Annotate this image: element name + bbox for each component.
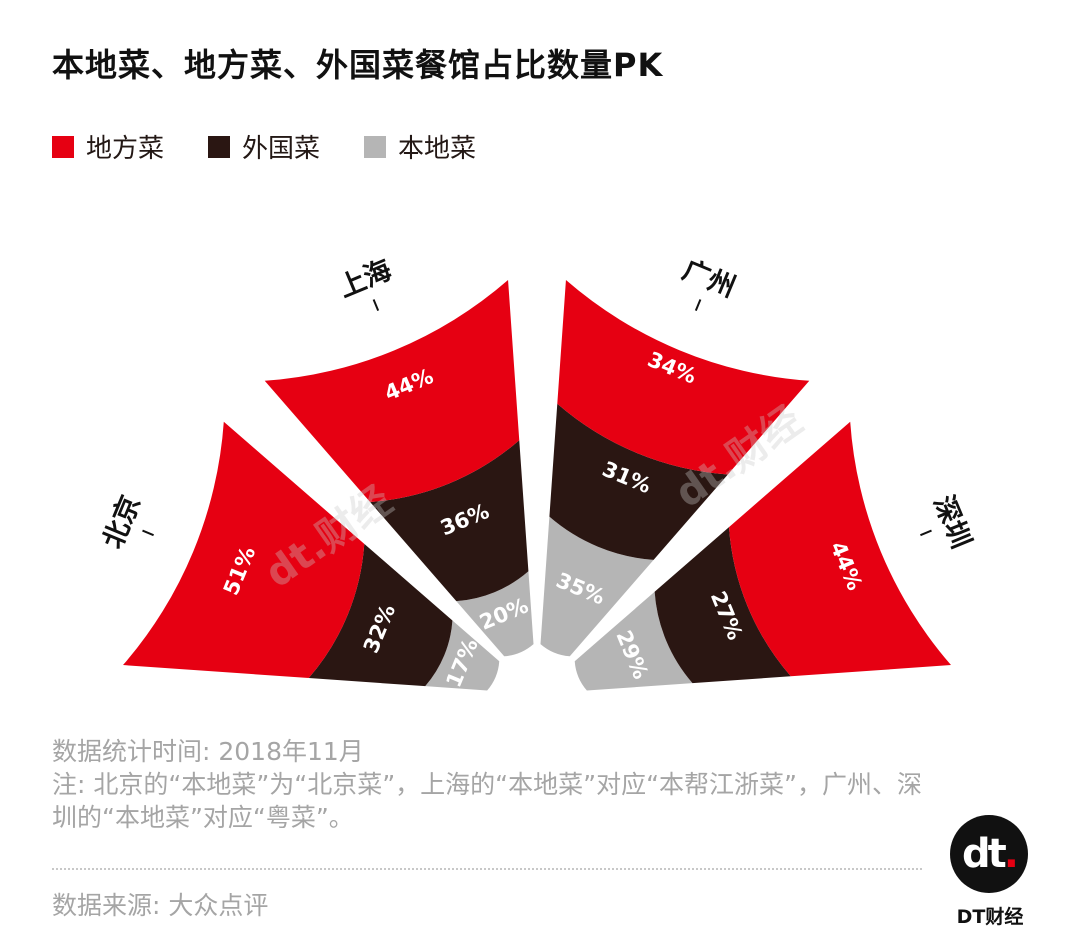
legend-label-regional: 地方菜 [86,134,165,164]
bar-segment [654,527,791,684]
category-tick [372,299,380,311]
bar-segment [425,620,500,691]
bar-segment [123,421,365,679]
category-label: 北京 [97,491,147,553]
data-time-note: 数据统计时间: 2018年11月 [52,737,364,766]
bar-segment [557,280,810,475]
dt-logo-icon: dt. [950,815,1028,893]
footnote: 注: 北京的“本地菜”为“北京菜”，上海的“本地菜”对应“本帮江浙菜”，广州、深… [52,770,922,832]
legend-item-foreign: 外国菜 [208,128,320,165]
divider [52,868,922,870]
legend-swatch-foreign [208,135,231,158]
legend-swatch-regional [52,135,74,158]
category-tick [142,529,154,537]
category-label: 深圳 [927,491,976,553]
logo-text: DT财经 [956,906,1024,928]
bar-segment [370,440,529,602]
bar-segment [549,403,728,560]
bar-segment [264,280,520,503]
legend-label-local: 本地菜 [398,134,477,164]
chart-title: 本地菜、地方菜、外国菜餐馆占比数量PK [52,46,664,84]
category-tick [694,299,702,311]
notes: 数据统计时间: 2018年11月 注: 北京的“本地菜”为“北京菜”，上海的“本… [52,735,932,834]
data-source: 数据来源: 大众点评 [52,891,269,920]
legend-label-foreign: 外国菜 [242,134,321,164]
legend-swatch-local [364,135,387,158]
category-label: 广州 [678,255,740,304]
legend: 地方菜 外国菜 本地菜 [52,128,520,165]
bar-segment [574,591,693,691]
bar-segment [540,516,654,657]
legend-item-local: 本地菜 [364,128,476,165]
logo-dot: . [1003,831,1019,877]
legend-item-regional: 地方菜 [52,128,164,165]
logo-mark: dt [962,831,1007,877]
category-label: 上海 [334,255,396,304]
bar-segment [308,543,453,687]
bar-segment [456,571,534,657]
bar-segment [728,421,951,677]
category-tick [920,529,932,537]
